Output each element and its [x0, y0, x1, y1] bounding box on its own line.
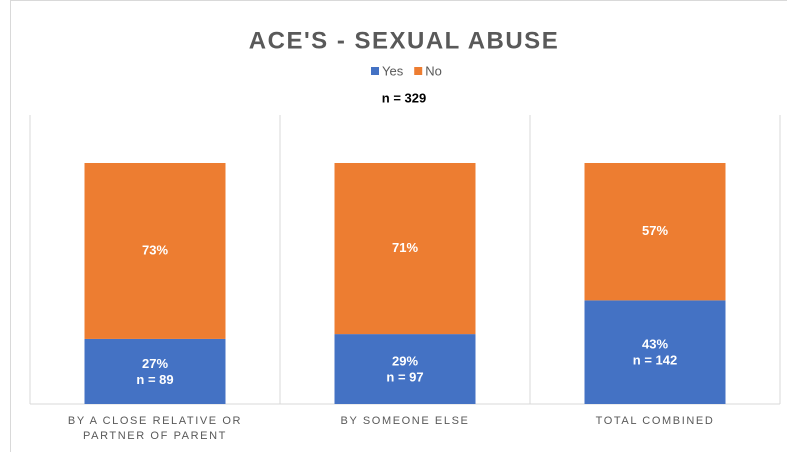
- legend-label: No: [425, 63, 442, 78]
- x-tick-label: BY A CLOSE RELATIVE OR PARTNER OF PARENT: [67, 415, 243, 442]
- data-sublabel: n = 89: [136, 372, 173, 387]
- chart-title: ACE'S - SEXUAL ABUSE: [249, 27, 559, 54]
- bar-segment: [334, 334, 476, 404]
- legend-swatch: [371, 67, 379, 75]
- data-label: 73%: [142, 242, 168, 257]
- data-label: 71%: [392, 240, 418, 255]
- data-label: 57%: [642, 223, 668, 238]
- data-sublabel: n = 142: [633, 353, 677, 368]
- x-tick-label: TOTAL COMBINED: [595, 415, 715, 427]
- legend-swatch: [414, 67, 423, 75]
- bar-segment: [334, 163, 476, 335]
- bar-segment: [584, 300, 726, 404]
- x-tick-label: BY SOMEONE ELSE: [340, 415, 470, 427]
- bar-segment: [84, 163, 226, 339]
- data-sublabel: n = 97: [386, 369, 423, 384]
- bar-segment: [584, 163, 726, 301]
- data-label: 43%: [642, 337, 668, 352]
- bar-segment: [84, 338, 226, 404]
- data-label: 29%: [392, 353, 418, 368]
- data-label: 27%: [142, 356, 168, 371]
- legend-label: Yes: [382, 63, 404, 78]
- annotation: n = 329: [382, 90, 426, 105]
